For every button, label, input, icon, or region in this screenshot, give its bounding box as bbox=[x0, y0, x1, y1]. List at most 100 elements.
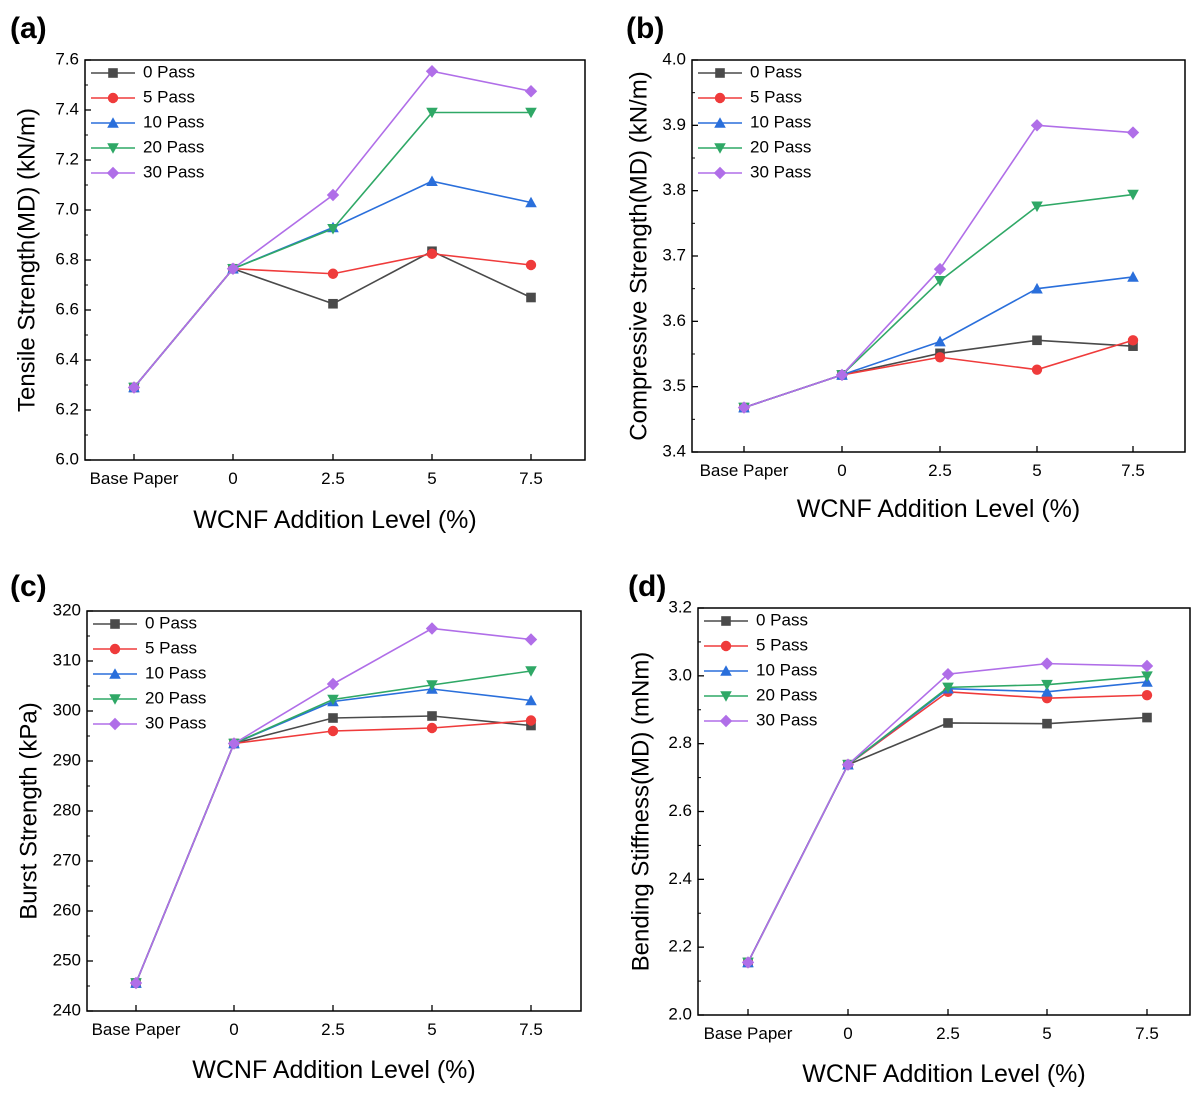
x-axis-label: WCNF Addition Level (%) bbox=[802, 1060, 1085, 1088]
legend-label: 10 Pass bbox=[756, 660, 817, 679]
y-tick-label: 320 bbox=[53, 600, 81, 619]
x-tick-label: 0 bbox=[228, 469, 237, 488]
legend-label: 30 Pass bbox=[756, 710, 817, 729]
series-line bbox=[747, 690, 1148, 963]
legend: 0 Pass 5 Pass 10 Pass 20 Pass 30 Pass bbox=[91, 62, 204, 181]
y-tick-label: 3.4 bbox=[662, 441, 686, 460]
data-point bbox=[328, 713, 338, 723]
x-tick-label: 5 bbox=[427, 469, 436, 488]
x-tick-label: 5 bbox=[427, 1020, 436, 1039]
legend-label: 0 Pass bbox=[145, 613, 197, 632]
data-point bbox=[1041, 679, 1053, 691]
chart-panel-4: (d) 2.0 2.2 2.4 2.6 2.8 3.0 3.2 Base Paper 0 2.5 5 7… bbox=[627, 570, 1191, 1088]
legend-label: 20 Pass bbox=[143, 137, 204, 156]
y-tick-label: 2.4 bbox=[668, 869, 692, 888]
data-point bbox=[426, 680, 438, 691]
panel-label: (c) bbox=[10, 570, 47, 603]
data-point bbox=[841, 758, 855, 771]
x-tick-label: 7.5 bbox=[519, 469, 543, 488]
data-point bbox=[525, 196, 537, 208]
series-30-pass bbox=[737, 119, 1140, 414]
legend-marker bbox=[107, 92, 119, 104]
x-tick-label: 7.5 bbox=[1121, 461, 1145, 480]
y-tick-label: 6.8 bbox=[55, 249, 79, 268]
y-tick-label: 300 bbox=[53, 700, 81, 719]
data-point bbox=[933, 262, 947, 276]
legend-marker bbox=[714, 143, 726, 154]
legend-marker bbox=[719, 714, 733, 728]
data-point bbox=[525, 259, 537, 271]
legend-label: 5 Pass bbox=[756, 635, 808, 654]
series-5-pass bbox=[738, 335, 1139, 413]
legend-label: 30 Pass bbox=[750, 162, 811, 181]
series-30-pass bbox=[127, 65, 538, 394]
data-point bbox=[1141, 671, 1153, 682]
panel-label: (a) bbox=[10, 12, 47, 45]
series-10-pass bbox=[128, 175, 537, 393]
data-point bbox=[737, 401, 751, 414]
legend-label: 0 Pass bbox=[750, 62, 802, 81]
y-tick-label: 6.2 bbox=[55, 399, 79, 418]
x-tick-label: 5 bbox=[1042, 1024, 1051, 1043]
y-tick-label: 3.2 bbox=[668, 597, 692, 616]
data-point bbox=[1040, 657, 1054, 670]
data-point bbox=[525, 694, 537, 706]
chart-panel-1: (a) 6.0 6.2 6.4 6.6 6.8 7.0 7.2 7.4 7.6 Base Paper… bbox=[10, 12, 586, 534]
y-tick-label: 290 bbox=[53, 750, 81, 769]
data-point bbox=[525, 666, 537, 677]
x-tick-label: Base Paper bbox=[90, 469, 179, 488]
series-30-pass bbox=[129, 622, 538, 990]
legend-label: 20 Pass bbox=[750, 137, 811, 156]
series-line bbox=[135, 719, 532, 984]
legend: 0 Pass 5 Pass 10 Pass 20 Pass 30 Pass bbox=[93, 613, 206, 732]
y-axis-label: Compressive Strength(MD) (kN/m) bbox=[625, 71, 652, 440]
series-5-pass bbox=[130, 715, 537, 989]
y-tick-label: 260 bbox=[53, 900, 81, 919]
series-line bbox=[743, 193, 1134, 409]
data-point bbox=[741, 956, 755, 969]
x-tick-label: 5 bbox=[1032, 461, 1041, 480]
data-point bbox=[934, 352, 946, 363]
x-tick-label: 0 bbox=[837, 461, 846, 480]
legend-label: 5 Pass bbox=[145, 638, 197, 657]
panel-label: (d) bbox=[628, 570, 666, 603]
x-tick-label: 2.5 bbox=[321, 1020, 345, 1039]
data-point bbox=[526, 292, 536, 303]
data-point bbox=[835, 368, 849, 382]
data-point bbox=[129, 976, 143, 990]
data-point bbox=[934, 276, 946, 287]
legend-label: 5 Pass bbox=[750, 87, 802, 106]
y-tick-label: 3.0 bbox=[668, 665, 692, 684]
y-tick-label: 4.0 bbox=[662, 49, 686, 68]
series-0-pass bbox=[739, 335, 1138, 413]
data-point bbox=[327, 223, 339, 235]
series-0-pass bbox=[131, 711, 536, 988]
legend-marker bbox=[107, 117, 119, 128]
legend: 0 Pass 5 Pass 10 Pass 20 Pass 30 Pass bbox=[704, 610, 817, 729]
y-tick-label: 6.4 bbox=[55, 349, 79, 368]
y-tick-label: 6.6 bbox=[55, 299, 79, 318]
x-tick-label: 7.5 bbox=[1135, 1024, 1159, 1043]
series-line bbox=[135, 715, 532, 984]
x-tick-label: 0 bbox=[843, 1024, 852, 1043]
y-tick-label: 7.4 bbox=[55, 99, 79, 118]
data-point bbox=[327, 268, 339, 279]
legend-marker bbox=[714, 117, 726, 128]
legend-marker bbox=[721, 616, 731, 626]
y-tick-label: 270 bbox=[53, 850, 81, 869]
y-axis-label: Burst Strength (kPa) bbox=[15, 702, 42, 919]
y-tick-label: 280 bbox=[53, 800, 81, 819]
y-tick-label: 7.0 bbox=[55, 199, 79, 218]
y-tick-label: 3.5 bbox=[662, 376, 686, 395]
data-point bbox=[227, 737, 241, 750]
legend-marker bbox=[720, 665, 732, 676]
legend-marker bbox=[108, 68, 118, 78]
legend-marker bbox=[107, 143, 119, 154]
legend-label: 5 Pass bbox=[143, 87, 195, 106]
data-point bbox=[1140, 659, 1154, 673]
legend-marker bbox=[713, 166, 727, 180]
data-point bbox=[1128, 341, 1138, 351]
data-point bbox=[1142, 712, 1152, 723]
series-line bbox=[747, 716, 1148, 963]
legend-marker bbox=[110, 619, 120, 629]
